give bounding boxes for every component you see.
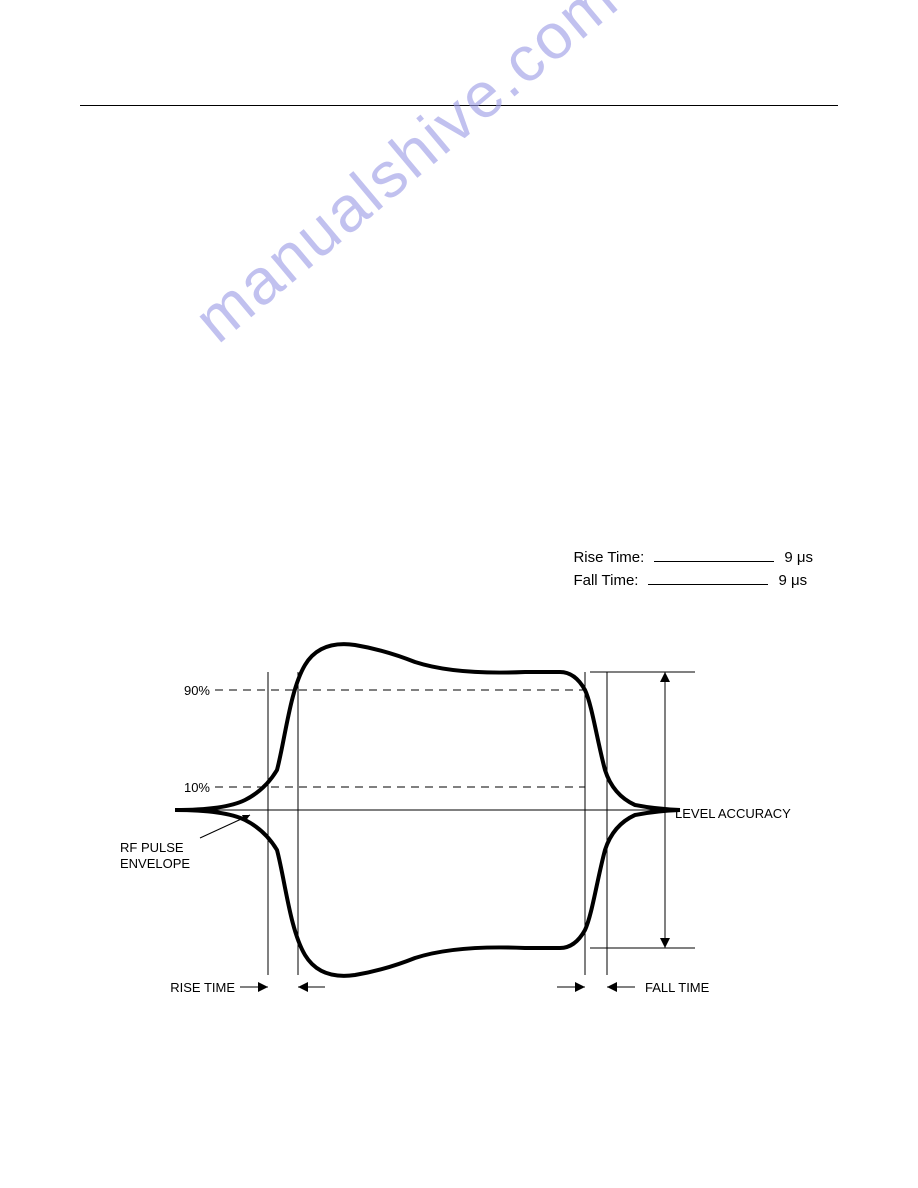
fall-time-blank [648, 584, 768, 585]
fall-time-row: Fall Time: 9 μs [573, 570, 813, 591]
rise-time-label: Rise Time: [573, 547, 644, 568]
measurements-block: Rise Time: 9 μs Fall Time: 9 μs [573, 547, 813, 593]
horizontal-rule [80, 105, 838, 106]
rf-pulse-label-2: ENVELOPE [120, 856, 190, 871]
ten-percent-label: 10% [184, 780, 210, 795]
ninety-percent-label: 90% [184, 683, 210, 698]
level-accuracy-label: LEVEL ACCURACY [675, 806, 791, 821]
pulse-diagram: 90% 10% RF PULSE ENVELOPE LEVEL ACCURACY… [95, 620, 815, 1000]
rf-pulse-label-1: RF PULSE [120, 840, 184, 855]
rise-time-diagram-label: RISE TIME [170, 980, 235, 995]
fall-time-label: Fall Time: [573, 570, 638, 591]
watermark-text: manualshive.com [180, 0, 632, 357]
rise-time-value: 9 μs [784, 547, 813, 568]
fall-time-value: 9 μs [778, 570, 807, 591]
fall-time-diagram-label: FALL TIME [645, 980, 710, 995]
rise-time-row: Rise Time: 9 μs [573, 547, 813, 568]
rise-time-blank [654, 561, 774, 562]
